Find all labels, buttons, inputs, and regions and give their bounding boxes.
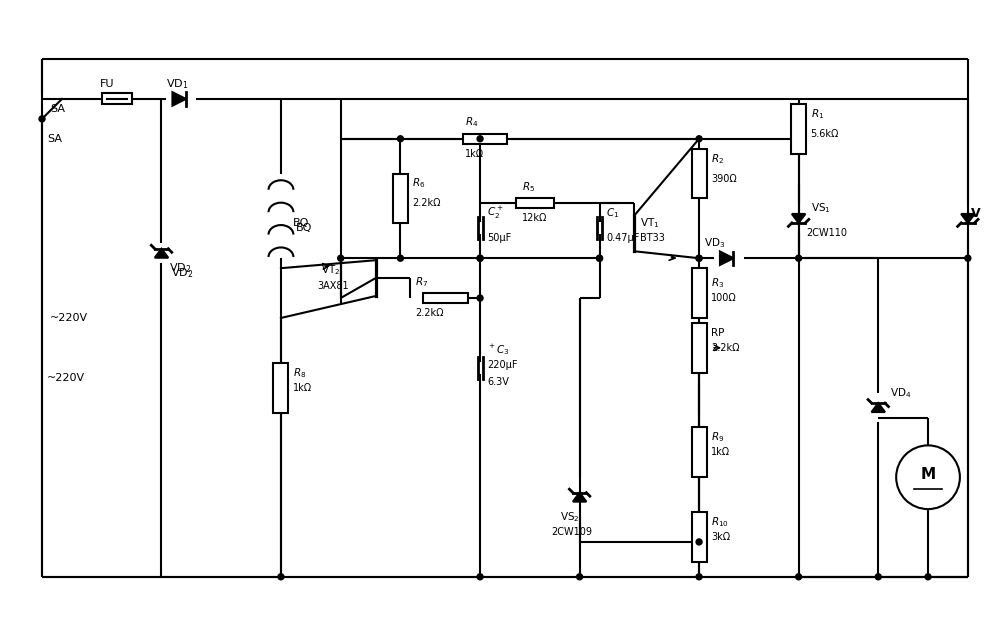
Circle shape [477, 255, 483, 261]
Text: 1kΩ: 1kΩ [711, 447, 730, 457]
Circle shape [696, 136, 702, 142]
Text: $C_1$: $C_1$ [606, 206, 620, 221]
Circle shape [477, 136, 483, 142]
Text: 2CW110: 2CW110 [807, 228, 847, 239]
Bar [423, 293, 467, 303]
Text: VS$_2$: VS$_2$ [560, 510, 580, 524]
Text: VD$_4$: VD$_4$ [891, 386, 911, 399]
Polygon shape [872, 403, 885, 412]
Circle shape [925, 574, 931, 580]
Polygon shape [961, 214, 974, 223]
Bar [692, 149, 707, 198]
Text: $R_5$: $R_5$ [522, 180, 535, 195]
Circle shape [596, 255, 602, 261]
Text: $R_9$: $R_9$ [711, 431, 724, 444]
Text: BT33: BT33 [641, 234, 665, 243]
Text: 6.3V: 6.3V [487, 377, 509, 387]
Bar [393, 174, 408, 223]
Circle shape [477, 255, 483, 261]
Text: BQ: BQ [293, 218, 309, 229]
Text: 2CW109: 2CW109 [552, 527, 592, 537]
Text: $^+C_3$: $^+C_3$ [487, 342, 510, 357]
Text: 3kΩ: 3kΩ [711, 532, 730, 542]
Circle shape [477, 574, 483, 580]
Text: 3AX81: 3AX81 [318, 281, 349, 291]
Circle shape [696, 574, 702, 580]
Bar [692, 428, 707, 477]
Text: 1kΩ: 1kΩ [293, 383, 312, 392]
Text: $R_6$: $R_6$ [412, 177, 426, 190]
Polygon shape [792, 214, 805, 223]
Text: VT$_1$: VT$_1$ [641, 216, 660, 231]
Polygon shape [172, 92, 186, 106]
Text: 12kΩ: 12kΩ [522, 213, 547, 224]
Text: ~220V: ~220V [50, 313, 89, 323]
Text: V: V [971, 207, 980, 220]
Text: VS$_1$: VS$_1$ [811, 201, 830, 215]
Circle shape [896, 446, 959, 509]
Circle shape [398, 136, 403, 142]
Text: VD$_2$: VD$_2$ [171, 266, 194, 280]
Text: VD$_2$: VD$_2$ [169, 261, 192, 275]
Bar [692, 323, 707, 373]
Circle shape [338, 255, 343, 261]
Text: 5.6kΩ: 5.6kΩ [811, 129, 839, 139]
Circle shape [696, 255, 702, 261]
Text: SA: SA [47, 133, 62, 144]
Text: 390Ω: 390Ω [711, 174, 737, 184]
Polygon shape [573, 493, 586, 502]
Text: ~220V: ~220V [47, 373, 86, 383]
Text: $R_4$: $R_4$ [465, 115, 478, 129]
Text: 50μF: 50μF [487, 234, 512, 243]
Polygon shape [720, 252, 733, 265]
Circle shape [398, 255, 403, 261]
Circle shape [796, 574, 802, 580]
Polygon shape [154, 249, 168, 258]
Bar [692, 512, 707, 562]
Circle shape [965, 255, 971, 261]
Text: 2.2kΩ: 2.2kΩ [415, 308, 444, 318]
Text: 220μF: 220μF [487, 360, 518, 370]
Text: $C_2^+$: $C_2^+$ [487, 205, 504, 221]
Bar [274, 363, 288, 413]
Text: 2.2kΩ: 2.2kΩ [711, 343, 740, 353]
Text: RP: RP [711, 328, 724, 338]
Text: $R_2$: $R_2$ [711, 152, 724, 166]
Circle shape [596, 255, 602, 261]
Text: FU: FU [99, 79, 114, 89]
Text: $R_8$: $R_8$ [293, 366, 306, 379]
Bar [101, 93, 132, 104]
Text: $R_3$: $R_3$ [711, 276, 724, 290]
Text: SA: SA [50, 104, 65, 114]
Text: $R_7$: $R_7$ [415, 275, 429, 289]
Text: 0.47μF: 0.47μF [606, 234, 640, 243]
Circle shape [796, 255, 802, 261]
Text: M: M [920, 467, 936, 482]
Text: 2.2kΩ: 2.2kΩ [412, 198, 441, 208]
Bar [791, 104, 806, 154]
Circle shape [696, 255, 702, 261]
Text: VD$_1$: VD$_1$ [166, 77, 189, 91]
Text: $R_{10}$: $R_{10}$ [711, 515, 729, 529]
Bar [462, 133, 508, 144]
Text: VD$_3$: VD$_3$ [704, 237, 725, 250]
Text: BQ: BQ [296, 223, 312, 234]
Text: VT$_2$: VT$_2$ [321, 263, 340, 277]
Bar [516, 198, 554, 208]
Bar [692, 268, 707, 318]
Circle shape [876, 574, 882, 580]
Text: 1kΩ: 1kΩ [465, 149, 484, 159]
Text: 100Ω: 100Ω [711, 293, 737, 303]
Circle shape [39, 116, 45, 122]
Text: $R_1$: $R_1$ [811, 107, 824, 121]
Circle shape [277, 574, 284, 580]
Circle shape [477, 295, 483, 301]
Circle shape [696, 539, 702, 545]
Circle shape [577, 574, 583, 580]
